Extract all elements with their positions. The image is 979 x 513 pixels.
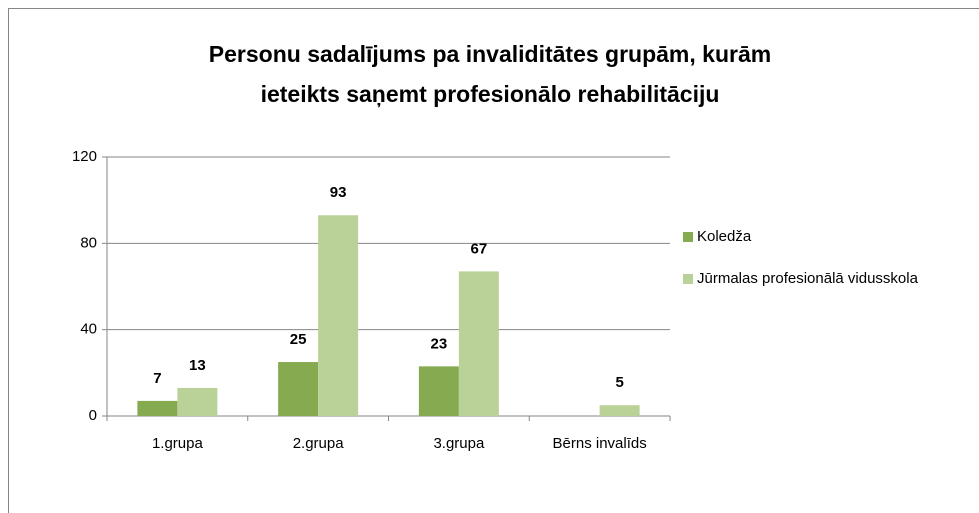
value-label: 67 xyxy=(471,240,488,257)
legend-label: Jūrmalas profesionālā vidusskola xyxy=(697,270,919,287)
bar xyxy=(318,215,359,416)
y-tick-label: 120 xyxy=(72,148,97,165)
legend-swatch xyxy=(683,232,693,242)
bar xyxy=(137,400,178,416)
y-tick-label: 0 xyxy=(89,407,97,424)
bar xyxy=(278,362,319,416)
x-tick-label: 1.grupa xyxy=(152,435,204,452)
value-label: 23 xyxy=(431,335,448,352)
legend-swatch xyxy=(683,274,693,284)
bar xyxy=(599,405,640,416)
value-label: 93 xyxy=(330,184,347,201)
bar xyxy=(458,271,499,416)
chart-title: Personu sadalījums pa invaliditātes grup… xyxy=(209,41,771,67)
x-tick-label: Bērns invalīds xyxy=(553,435,647,452)
y-tick-label: 80 xyxy=(80,234,97,251)
y-tick-label: 40 xyxy=(80,321,97,338)
chart-frame xyxy=(8,8,979,513)
chart-title: ieteikts saņemt profesionālo rehabilitāc… xyxy=(261,81,720,107)
value-label: 5 xyxy=(615,374,623,391)
bar xyxy=(177,387,218,416)
bar xyxy=(418,366,459,416)
x-tick-label: 2.grupa xyxy=(293,435,345,452)
x-tick-label: 3.grupa xyxy=(433,435,485,452)
legend-label: Koledža xyxy=(697,228,752,245)
value-label: 7 xyxy=(153,370,161,387)
value-label: 25 xyxy=(290,331,307,348)
value-label: 13 xyxy=(189,357,206,374)
